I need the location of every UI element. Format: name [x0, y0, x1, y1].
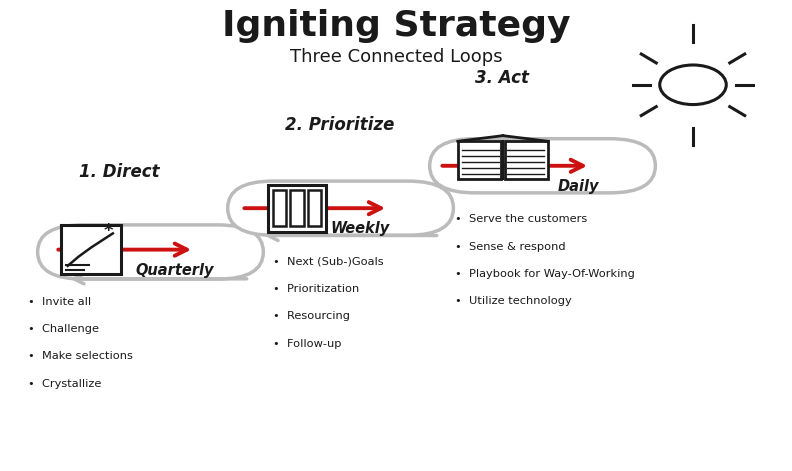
- Text: •  Crystallize: • Crystallize: [28, 379, 101, 389]
- Text: •  Follow-up: • Follow-up: [273, 339, 341, 349]
- FancyBboxPatch shape: [268, 185, 326, 232]
- Text: •  Sense & respond: • Sense & respond: [455, 242, 566, 252]
- Text: •  Serve the customers: • Serve the customers: [455, 214, 588, 224]
- Text: 2. Prioritize: 2. Prioritize: [285, 116, 394, 134]
- Text: •  Make selections: • Make selections: [28, 351, 132, 361]
- Text: Quarterly: Quarterly: [135, 263, 214, 278]
- FancyBboxPatch shape: [430, 138, 656, 193]
- FancyBboxPatch shape: [38, 225, 263, 279]
- Text: •  Invite all: • Invite all: [28, 297, 91, 307]
- Text: •  Utilize technology: • Utilize technology: [455, 296, 572, 306]
- FancyBboxPatch shape: [458, 141, 501, 179]
- Text: *: *: [104, 222, 112, 241]
- Text: Weekly: Weekly: [331, 221, 390, 236]
- Text: Daily: Daily: [558, 179, 599, 194]
- Text: •  Playbook for Way-Of-Working: • Playbook for Way-Of-Working: [455, 269, 635, 279]
- FancyBboxPatch shape: [505, 141, 548, 179]
- Text: •  Resourcing: • Resourcing: [273, 311, 350, 321]
- FancyBboxPatch shape: [228, 181, 453, 235]
- Text: •  Next (Sub-)Goals: • Next (Sub-)Goals: [273, 257, 384, 267]
- Text: Igniting Strategy: Igniting Strategy: [222, 9, 570, 43]
- Text: •  Challenge: • Challenge: [28, 324, 99, 334]
- Text: 3. Act: 3. Act: [475, 69, 529, 87]
- Text: Three Connected Loops: Three Connected Loops: [290, 48, 502, 65]
- FancyBboxPatch shape: [62, 225, 121, 274]
- Text: 1. Direct: 1. Direct: [79, 163, 160, 181]
- Text: •  Prioritization: • Prioritization: [273, 284, 360, 294]
